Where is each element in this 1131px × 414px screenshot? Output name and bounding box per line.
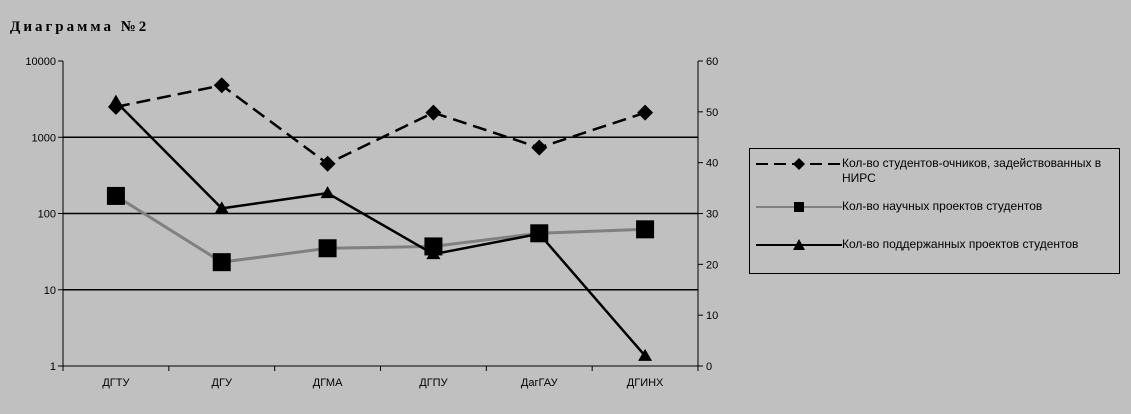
legend-swatch-students	[756, 158, 842, 170]
data-point-triangle	[108, 94, 123, 107]
data-point-triangle	[426, 247, 441, 260]
right-axis-tick-label: 50	[706, 107, 718, 119]
data-point-diamond	[425, 104, 442, 121]
right-axis-tick-label: 60	[706, 56, 718, 68]
legend: Кол-во студентов-очников, задействованны…	[749, 148, 1120, 274]
data-point-triangle	[638, 348, 653, 361]
legend-entry-students: Кол-во студентов-очников, задействованны…	[750, 156, 1119, 196]
left-axis-tick-label: 1	[50, 361, 56, 373]
legend-label-projects: Кол-во научных проектов студентов	[842, 199, 1043, 213]
series-line-1	[115, 194, 646, 264]
data-point-diamond	[319, 155, 336, 172]
diamond-marker-icon	[793, 158, 805, 170]
x-axis-tick-label: ДГИНХ	[627, 377, 664, 389]
right-axis-tick-label: 10	[706, 310, 718, 322]
x-axis-tick-label: ДГМА	[313, 377, 343, 389]
x-axis-tick-label: ДГТУ	[102, 377, 130, 389]
x-axis-tick-label: ДагГАУ	[521, 377, 559, 389]
data-point-diamond	[637, 104, 654, 121]
legend-swatch-projects	[756, 202, 842, 212]
data-point-square	[212, 253, 231, 272]
right-axis-tick-label: 0	[706, 361, 712, 373]
left-axis-tick-label: 1000	[32, 132, 56, 144]
legend-label-supported: Кол-во поддержанных проектов студентов	[842, 237, 1079, 251]
series-line-2	[115, 100, 647, 357]
legend-label-students: Кол-во студентов-очников, задействованны…	[842, 156, 1102, 185]
left-axis-tick-label: 10000	[25, 56, 56, 68]
data-point-square	[106, 186, 125, 205]
square-marker-icon	[794, 202, 804, 212]
data-point-square	[318, 239, 337, 258]
right-axis-tick-label: 30	[706, 209, 718, 221]
legend-entry-projects: Кол-во научных проектов студентов	[750, 199, 1119, 239]
right-axis-tick-label: 20	[706, 259, 718, 271]
x-axis-tick-label: ДГПУ	[419, 377, 448, 389]
triangle-marker-icon	[793, 239, 805, 250]
data-point-diamond	[531, 139, 548, 156]
data-point-triangle	[214, 201, 229, 214]
legend-swatch-supported	[756, 239, 842, 250]
chart-title: Диаграмма №2	[10, 19, 150, 35]
x-axis-tick-label: ДГУ	[212, 377, 233, 389]
data-point-triangle	[532, 226, 547, 239]
data-point-triangle	[320, 186, 335, 199]
legend-entry-supported: Кол-во поддержанных проектов студентов	[750, 237, 1119, 277]
data-point-diamond	[213, 77, 230, 94]
left-axis-tick-label: 10	[44, 285, 56, 297]
right-axis-tick-label: 40	[706, 158, 718, 170]
left-axis-tick-label: 100	[38, 209, 56, 221]
series-line-0	[115, 84, 646, 165]
data-point-square	[424, 237, 443, 256]
data-point-square	[636, 220, 655, 239]
